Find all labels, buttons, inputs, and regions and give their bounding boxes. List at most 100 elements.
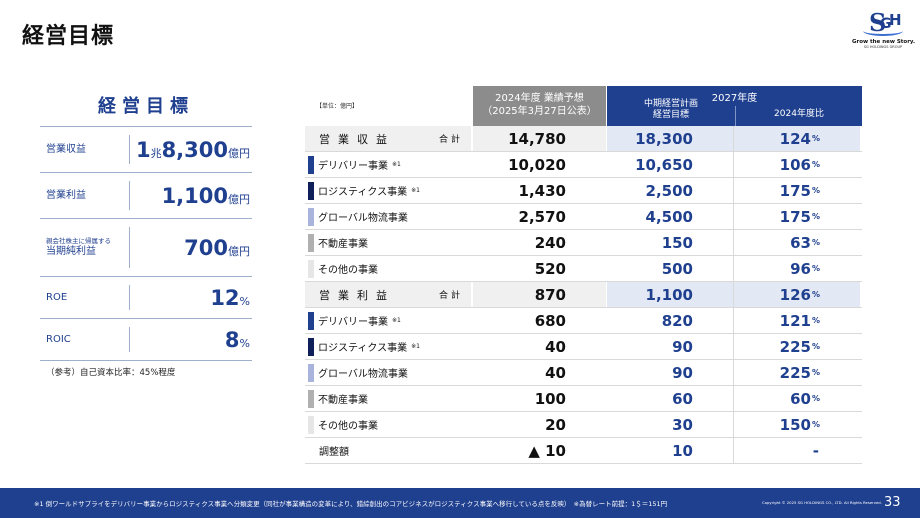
pct-value: 124: [779, 129, 811, 148]
table-row: 不動産事業 100 60 60%: [305, 386, 862, 412]
plan-2027-cell: 2,500: [606, 178, 733, 203]
row-label-cell: 営業利益 合計: [305, 282, 471, 307]
vs-2024-cell: 175%: [733, 204, 860, 229]
kpi-row: 営業収益 1兆8,300億円: [40, 127, 252, 173]
actual-2024-cell: 520: [534, 259, 566, 278]
pct-unit: %: [811, 212, 820, 221]
kpi-value-trillion: 兆: [150, 146, 162, 160]
kpi-value: 1,100億円: [130, 184, 252, 208]
kpi-value-main: 12: [210, 285, 240, 310]
table-row: ロジスティクス事業 ※1 1,430 2,500 175%: [305, 178, 862, 204]
pct-value: 121: [779, 311, 811, 330]
kpi-label-text: 営業利益: [46, 190, 86, 201]
row-sum-label: 合計: [438, 291, 463, 301]
kpi-label: 営業収益: [40, 143, 130, 156]
targets-table: 【単位：億円】 2024年度 業績予想 （2025年3月27日公表） 2027年…: [305, 86, 862, 464]
vs-2024-cell: 121%: [733, 308, 860, 333]
vs-2024-cell: 225%: [733, 334, 860, 359]
row-label: ロジスティクス事業: [318, 343, 408, 354]
pct-value: 96: [790, 259, 811, 278]
kpi-value-main: 1: [135, 137, 151, 162]
actual-2024-cell: 10,020: [508, 155, 566, 174]
footer-note: ※1 倒ワールドサプライをデリバリー事業からロジスティクス事業へ分類変更（同社が…: [34, 500, 668, 508]
segment-color-bar: [308, 363, 314, 382]
footer-copyright: Copyright © 2025 SG HOLDINGS CO., LTD. A…: [762, 500, 882, 505]
kpi-divider: [129, 181, 130, 210]
segment-color-bar: [308, 311, 314, 330]
row-footnote-mark: ※1: [392, 317, 401, 324]
row-label: デリバリー事業: [318, 161, 388, 172]
table-row: その他の事業 20 30 150%: [305, 412, 862, 438]
pct-value: 175: [779, 207, 811, 226]
col-plan-line1: 中期経営計画: [643, 99, 698, 109]
logo-tagline: Grow the new Story.: [852, 39, 916, 45]
plan-2027-cell: 90: [606, 360, 733, 385]
plan-2027-cell: 500: [606, 256, 733, 281]
col-plan-header: 中期経営計画 経営目標: [607, 99, 735, 121]
row-label: その他の事業: [318, 265, 378, 276]
logo-letter-h: H: [889, 11, 902, 29]
row-label-cell: ロジスティクス事業 ※1: [305, 334, 471, 359]
plan-2027-cell: 10,650: [606, 152, 733, 177]
col-2024-line2: （2025年3月27日公表）: [482, 106, 597, 117]
pct-value: 225: [779, 363, 811, 382]
actual-2024-cell: 40: [545, 363, 566, 382]
table-row: デリバリー事業 ※1 10,020 10,650 106%: [305, 152, 862, 178]
actual-2024-cell: 100: [534, 389, 566, 408]
col-2024-line1: 2024年度 業績予想: [495, 93, 584, 104]
plan-2027-cell: 150: [606, 230, 733, 255]
kpi-label: ROIC: [40, 333, 130, 346]
pct-unit: %: [811, 394, 820, 403]
plan-2027-cell: 18,300: [606, 126, 733, 151]
pct-value: 150: [779, 415, 811, 434]
company-logo: S G H Grow the new Story. SG HOLDINGS GR…: [852, 8, 916, 58]
vs-2024-cell: 150%: [733, 412, 860, 437]
row-label-cell: 調整額: [305, 438, 471, 463]
row-label-cell: 不動産事業: [305, 386, 471, 411]
pct-value: 106: [779, 155, 811, 174]
vs-2024-cell: 106%: [733, 152, 860, 177]
kpi-value-unit: 億円: [228, 146, 250, 160]
table-row: グローバル物流事業 40 90 225%: [305, 360, 862, 386]
row-label: その他の事業: [318, 421, 378, 432]
pct-value: 60: [790, 389, 811, 408]
segment-color-bar: [308, 337, 314, 356]
kpi-divider: [129, 285, 130, 310]
kpi-value-main: 8: [224, 327, 240, 352]
equity-ratio-note: （参考）自己資本比率：45%程度: [46, 368, 176, 378]
goals-heading: 経営目標: [98, 96, 194, 117]
kpi-divider: [129, 135, 130, 164]
pct-unit: %: [811, 186, 820, 195]
kpi-list: 営業収益 1兆8,300億円 営業利益 1,100億円 親会社株主に帰属する 当期…: [40, 126, 252, 361]
row-label: 営業利益: [319, 288, 395, 302]
row-label: デリバリー事業: [318, 317, 388, 328]
col-2027-label: 2027年度: [711, 93, 758, 104]
pct-unit: %: [811, 264, 820, 273]
vs-2024-cell: 96%: [733, 256, 860, 281]
kpi-label: ROE: [40, 291, 130, 304]
unit-label: 【単位：億円】: [316, 103, 359, 110]
page-title: 経営目標: [22, 24, 115, 49]
actual-2024-cell: 20: [545, 415, 566, 434]
segment-color-bar: [308, 233, 314, 252]
actual-2024-cell: 40: [545, 337, 566, 356]
row-label: 営業収益: [319, 132, 395, 146]
row-label: グローバル物流事業: [318, 213, 408, 224]
row-footnote-mark: ※1: [392, 161, 401, 168]
pct-unit: %: [811, 160, 820, 169]
kpi-value-unit: 億円: [228, 192, 250, 206]
kpi-value-main: 1,100: [161, 183, 228, 208]
kpi-label: 親会社株主に帰属する 当期純利益: [40, 237, 130, 258]
plan-2027-cell: 4,500: [606, 204, 733, 229]
row-label: 不動産事業: [318, 395, 368, 406]
kpi-value-main: 700: [184, 235, 228, 260]
kpi-row: ROE 12%: [40, 277, 252, 319]
row-label-cell: その他の事業: [305, 256, 471, 281]
logo-letter-g: G: [880, 16, 892, 32]
kpi-row: ROIC 8%: [40, 319, 252, 361]
kpi-value: 8%: [130, 328, 252, 352]
kpi-value-sub: 8,300: [161, 137, 228, 162]
plan-2027-cell: 90: [606, 334, 733, 359]
vs-2024-cell: 60%: [733, 386, 860, 411]
table-total-row: 営業収益 合計 14,780 18,300 124%: [305, 126, 862, 152]
